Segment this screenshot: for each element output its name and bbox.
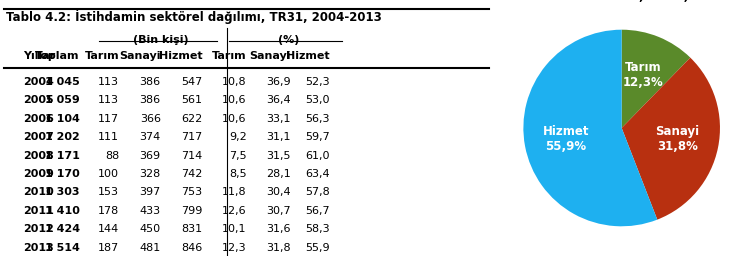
Text: 7,5: 7,5 xyxy=(229,151,246,161)
Text: 450: 450 xyxy=(139,224,161,234)
Title: Sektörel istihdam, TR31, 2013: Sektörel istihdam, TR31, 2013 xyxy=(515,0,728,3)
Text: 742: 742 xyxy=(181,169,202,179)
Text: 12,3: 12,3 xyxy=(222,243,246,253)
Text: 88: 88 xyxy=(105,151,119,161)
Text: 2009: 2009 xyxy=(23,169,54,179)
Text: (%): (%) xyxy=(278,35,299,45)
Text: 561: 561 xyxy=(181,95,202,105)
Text: Hizmet
55,9%: Hizmet 55,9% xyxy=(542,124,589,153)
Text: 1 410: 1 410 xyxy=(45,206,80,216)
Text: 33,1: 33,1 xyxy=(266,114,291,124)
Text: 10,1: 10,1 xyxy=(222,224,246,234)
Wedge shape xyxy=(524,30,658,226)
Text: Tarım: Tarım xyxy=(85,51,119,61)
Text: 113: 113 xyxy=(98,77,119,87)
Text: 2004: 2004 xyxy=(23,77,54,87)
Text: 178: 178 xyxy=(98,206,119,216)
Text: 753: 753 xyxy=(181,187,202,197)
Text: 2007: 2007 xyxy=(23,132,54,142)
Text: 1 202: 1 202 xyxy=(45,132,80,142)
Text: 56,7: 56,7 xyxy=(306,206,330,216)
Text: 100: 100 xyxy=(98,169,119,179)
Text: 12,6: 12,6 xyxy=(222,206,246,216)
Text: 1 171: 1 171 xyxy=(45,151,80,161)
Text: Hizmet: Hizmet xyxy=(159,51,202,61)
Text: 30,4: 30,4 xyxy=(266,187,291,197)
Text: 55,9: 55,9 xyxy=(306,243,330,253)
Text: Sanayi: Sanayi xyxy=(119,51,161,61)
Text: 57,8: 57,8 xyxy=(306,187,330,197)
Text: Sanayi
31,8%: Sanayi 31,8% xyxy=(655,125,700,153)
Text: 846: 846 xyxy=(181,243,202,253)
Text: 1 170: 1 170 xyxy=(45,169,80,179)
Text: Hizmet: Hizmet xyxy=(286,51,330,61)
Text: 386: 386 xyxy=(139,95,161,105)
Text: 36,4: 36,4 xyxy=(266,95,291,105)
Text: 144: 144 xyxy=(98,224,119,234)
Wedge shape xyxy=(622,30,691,128)
Text: 2012: 2012 xyxy=(23,224,54,234)
Text: 831: 831 xyxy=(181,224,202,234)
Text: 328: 328 xyxy=(139,169,161,179)
Text: 2008: 2008 xyxy=(23,151,54,161)
Text: 56,3: 56,3 xyxy=(306,114,330,124)
Text: 30,7: 30,7 xyxy=(266,206,291,216)
Text: 31,8: 31,8 xyxy=(266,243,291,253)
Text: Sanayi: Sanayi xyxy=(249,51,291,61)
Text: 717: 717 xyxy=(181,132,202,142)
Text: 622: 622 xyxy=(181,114,202,124)
Text: Yıllar: Yıllar xyxy=(23,51,55,61)
Text: Tablo 4.2: İstihdamin sektörel dağılımı, TR31, 2004-2013: Tablo 4.2: İstihdamin sektörel dağılımı,… xyxy=(6,9,382,24)
Wedge shape xyxy=(622,58,720,220)
Text: 374: 374 xyxy=(139,132,161,142)
Text: 117: 117 xyxy=(98,114,119,124)
Text: 111: 111 xyxy=(98,132,119,142)
Text: 433: 433 xyxy=(139,206,161,216)
Text: 59,7: 59,7 xyxy=(306,132,330,142)
Text: 58,3: 58,3 xyxy=(306,224,330,234)
Text: 2011: 2011 xyxy=(23,206,54,216)
Text: 11,8: 11,8 xyxy=(222,187,246,197)
Text: 1 045: 1 045 xyxy=(45,77,80,87)
Text: 31,5: 31,5 xyxy=(266,151,291,161)
Text: (Bin kişi): (Bin kişi) xyxy=(133,35,189,45)
Text: 547: 547 xyxy=(181,77,202,87)
Text: 799: 799 xyxy=(181,206,202,216)
Text: 2013: 2013 xyxy=(23,243,54,253)
Text: 397: 397 xyxy=(139,187,161,197)
Text: 1 303: 1 303 xyxy=(45,187,80,197)
Text: 386: 386 xyxy=(139,77,161,87)
Text: 1 104: 1 104 xyxy=(45,114,80,124)
Text: Tarım
12,3%: Tarım 12,3% xyxy=(622,61,664,89)
Text: 53,0: 53,0 xyxy=(306,95,330,105)
Text: 10,8: 10,8 xyxy=(222,77,246,87)
Text: 9,2: 9,2 xyxy=(229,132,246,142)
Text: 1 424: 1 424 xyxy=(45,224,80,234)
Text: 10,6: 10,6 xyxy=(222,114,246,124)
Text: 481: 481 xyxy=(139,243,161,253)
Text: Toplam: Toplam xyxy=(35,51,80,61)
Text: Tarım: Tarım xyxy=(212,51,246,61)
Text: 36,9: 36,9 xyxy=(266,77,291,87)
Text: 31,1: 31,1 xyxy=(266,132,291,142)
Text: 28,1: 28,1 xyxy=(266,169,291,179)
Text: 187: 187 xyxy=(98,243,119,253)
Text: 366: 366 xyxy=(140,114,161,124)
Text: 369: 369 xyxy=(139,151,161,161)
Text: 2010: 2010 xyxy=(23,187,54,197)
Text: 63,4: 63,4 xyxy=(306,169,330,179)
Text: 52,3: 52,3 xyxy=(306,77,330,87)
Text: 153: 153 xyxy=(98,187,119,197)
Text: 31,6: 31,6 xyxy=(266,224,291,234)
Text: 61,0: 61,0 xyxy=(306,151,330,161)
Text: 2005: 2005 xyxy=(23,95,54,105)
Text: 8,5: 8,5 xyxy=(229,169,246,179)
Text: 714: 714 xyxy=(181,151,202,161)
Text: 10,6: 10,6 xyxy=(222,95,246,105)
Text: 1 514: 1 514 xyxy=(45,243,80,253)
Text: 2006: 2006 xyxy=(23,114,54,124)
Text: 113: 113 xyxy=(98,95,119,105)
Text: 1 059: 1 059 xyxy=(45,95,80,105)
